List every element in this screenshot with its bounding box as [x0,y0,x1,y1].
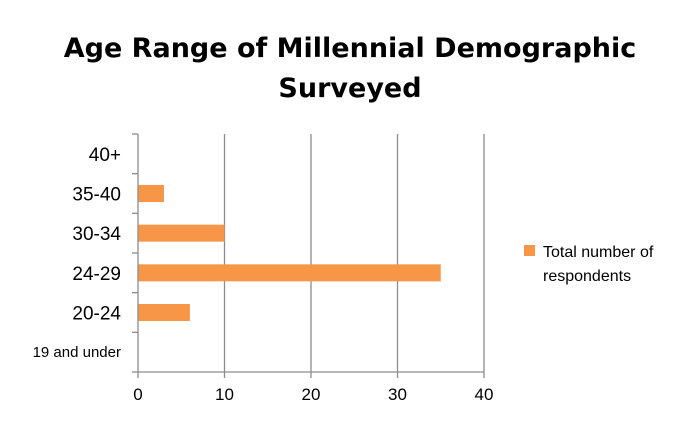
x-tick-label-30: 30 [388,385,407,404]
chart-title-line-1: Age Range of Millennial Demographic [64,33,637,64]
category-label-40+: 40+ [89,145,121,166]
legend: Total number of respondents [524,244,654,285]
x-tick-labels: 0 10 20 30 40 [133,385,493,404]
category-label-24-29: 24-29 [72,264,121,285]
x-tick-label-0: 0 [133,385,142,404]
legend-swatch [524,245,535,256]
legend-label-line-2: respondents [543,268,631,285]
bar-20-24 [138,304,190,321]
chart-title-line-2: Surveyed [278,73,421,104]
x-tick-label-40: 40 [475,385,494,404]
bars [138,185,441,321]
x-tick-label-10: 10 [215,385,234,404]
bar-30-34 [138,224,225,242]
category-label-20-24: 20-24 [72,304,121,325]
category-label-35-40: 35-40 [72,185,121,206]
bar-24-29 [138,264,441,282]
x-tick-label-20: 20 [302,385,321,404]
legend-label-line-1: Total number of [543,244,654,261]
category-label-19-and-under: 19 and under [33,344,121,361]
bar-35-40 [138,185,164,202]
axes [132,133,485,378]
category-labels: 19 and under 20-24 24-29 30-34 35-40 40+ [33,145,122,361]
category-label-30-34: 30-34 [72,224,121,245]
gridlines [223,134,485,372]
